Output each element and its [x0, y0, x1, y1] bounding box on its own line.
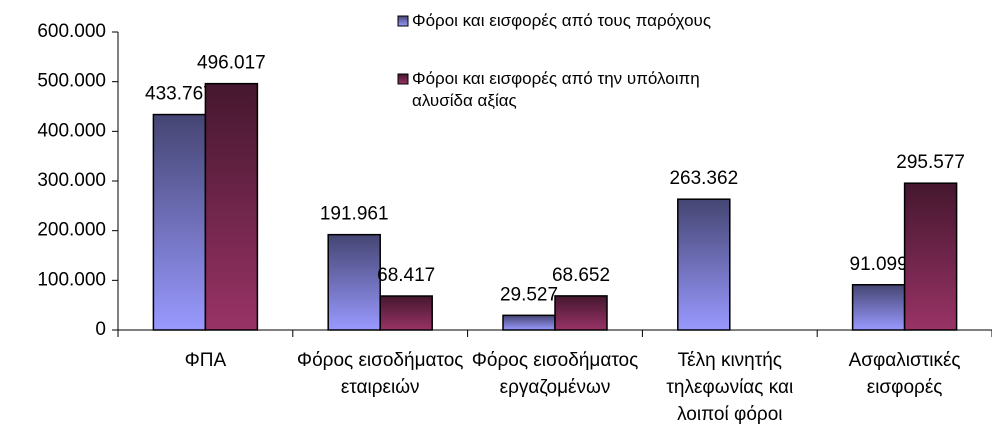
bar	[379, 295, 433, 331]
value-label: 191.961	[320, 204, 389, 225]
y-tick-label: 400.000	[37, 120, 106, 141]
bar	[554, 295, 608, 331]
bar	[903, 182, 958, 331]
value-label: 263.362	[669, 168, 738, 189]
bar	[152, 113, 207, 331]
legend-label: Φόροι και εισφορές από την υπόλοιπη αλυσ…	[412, 69, 700, 110]
y-tick-label: 200.000	[37, 220, 106, 241]
bar	[851, 284, 906, 331]
value-label: 29.527	[500, 284, 558, 305]
x-tick-label: Ασφαλιστικές εισφορές	[848, 350, 961, 398]
value-label: 68.417	[377, 265, 435, 286]
legend-swatch	[397, 73, 409, 85]
value-label: 433.767	[145, 84, 214, 105]
y-tick-label: 600.000	[37, 21, 106, 42]
y-tick-label: 100.000	[37, 269, 106, 290]
value-label: 91.099	[850, 254, 908, 275]
legend-swatch	[397, 15, 409, 27]
y-tick-label: 0	[95, 319, 106, 340]
x-tick-label: ΦΠΑ	[184, 350, 227, 371]
value-label: 496.017	[197, 53, 266, 74]
bar	[677, 198, 731, 331]
value-label: 68.652	[552, 265, 610, 286]
legend-label: Φόροι και εισφορές από τους παρόχους	[412, 11, 712, 30]
bar	[204, 82, 259, 331]
x-tick-label: Φόρος εισοδήματος εργαζομένων	[471, 350, 639, 398]
x-tick-label: Τέλη κινητής τηλεφωνίας και λοιποί φόροι	[666, 350, 794, 425]
value-label: 295.577	[896, 152, 965, 173]
bar	[327, 233, 381, 331]
x-tick-label: Φόρος εισοδήματος εταιρειών	[296, 350, 464, 398]
bar	[502, 314, 556, 331]
y-tick-label: 500.000	[37, 71, 106, 92]
y-tick-label: 300.000	[37, 170, 106, 191]
